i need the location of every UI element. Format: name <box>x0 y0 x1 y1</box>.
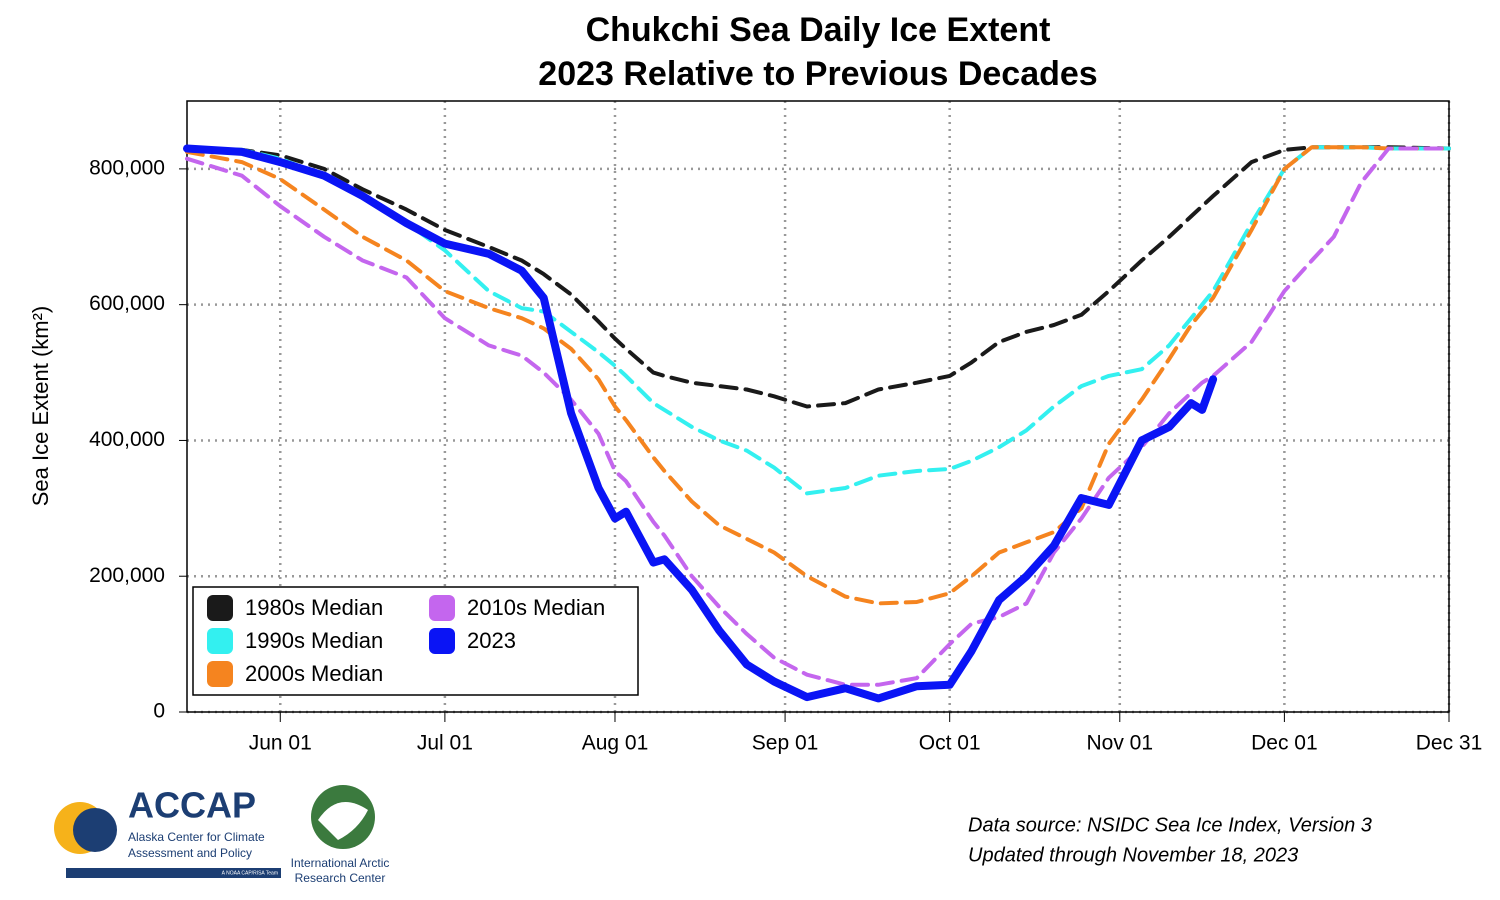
logo-team: A NOAA CAP/RISA Team <box>222 870 278 876</box>
x-tick-label: Aug 01 <box>582 732 649 755</box>
legend-swatch <box>207 595 233 621</box>
plot-frame <box>186 100 1450 713</box>
logo-partner: International Arctic <box>291 856 390 870</box>
legend-box <box>192 586 639 696</box>
series-line <box>185 145 1451 496</box>
x-tick-label: Sep 01 <box>752 732 819 755</box>
logo-snowflake <box>73 808 117 852</box>
x-tick-label: Nov 01 <box>1087 732 1154 755</box>
source-note: Updated through November 18, 2023 <box>968 844 1298 866</box>
x-tick-label: Dec 31 <box>1416 732 1483 755</box>
series-line <box>183 144 1218 703</box>
legend-label: 2023 <box>467 628 516 653</box>
legend: 1980s Median 1990s Median 2000s Median 2010… <box>192 586 639 696</box>
legend-swatch <box>429 595 455 621</box>
logo-bar <box>66 868 281 878</box>
accap-logo: ACCAP Alaska Center for Climate Assessme… <box>54 785 390 885</box>
x-tick-label: Dec 01 <box>1251 732 1318 755</box>
chart-subtitle: 2023 Relative to Previous Decades <box>538 55 1097 93</box>
legend-swatch <box>429 628 455 654</box>
legend-swatch <box>207 661 233 687</box>
logo-acronym: ACCAP <box>128 785 256 826</box>
series-line <box>185 145 1451 409</box>
y-tick-label: 200,000 <box>89 564 165 587</box>
y-tick-label: 600,000 <box>89 292 165 315</box>
x-tick-label: Oct 01 <box>919 732 981 755</box>
y-tick-label: 0 <box>153 700 165 723</box>
x-tick-label: Jul 01 <box>417 732 473 755</box>
x-tick-label: Jun 01 <box>249 732 312 755</box>
source-note: Data source: NSIDC Sea Ice Index, Versio… <box>968 814 1372 836</box>
y-tick-label: 400,000 <box>89 428 165 451</box>
logo-name: Assessment and Policy <box>128 846 252 860</box>
chart-title: Chukchi Sea Daily Ice Extent <box>586 11 1051 49</box>
y-tick-label: 800,000 <box>89 156 165 179</box>
logo-partner: Research Center <box>295 871 386 885</box>
legend-label: 2000s Median <box>245 661 383 686</box>
series-line <box>185 145 1451 606</box>
legend-swatch <box>207 628 233 654</box>
logo-globe-shape <box>318 802 368 840</box>
y-axis-label: Sea Ice Extent (km²) <box>28 306 53 507</box>
legend-label: 1990s Median <box>245 628 383 653</box>
legend-label: 1980s Median <box>245 595 383 620</box>
logo-name: Alaska Center for Climate <box>128 830 265 844</box>
legend-label: 2010s Median <box>467 595 605 620</box>
